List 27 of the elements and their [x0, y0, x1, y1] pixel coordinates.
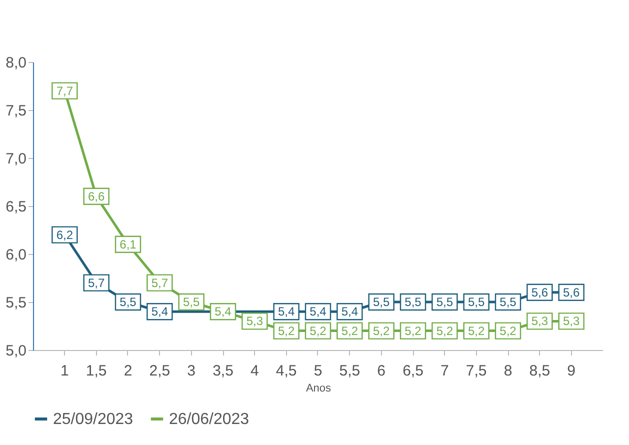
x-axis-title: Anos: [306, 382, 332, 394]
x-tick-label: 8,5: [529, 362, 550, 380]
x-tick-label: 9: [567, 362, 576, 380]
x-tick-label: 5,5: [339, 362, 360, 380]
x-tick-label: 2,5: [149, 362, 170, 380]
y-tick-label: 6,5: [6, 198, 26, 216]
x-tick-label: 6: [377, 362, 386, 380]
x-tick-label: 3: [187, 362, 196, 380]
x-tick-label: 1: [60, 362, 69, 380]
legend-label: 25/09/2023: [53, 411, 134, 428]
x-tick-label: 7: [440, 362, 449, 380]
y-tick-label: 5,0: [6, 342, 26, 360]
legend-label: 26/06/2023: [169, 411, 250, 428]
y-tick-label: 5,5: [6, 294, 26, 312]
x-tick-label: 3,5: [212, 362, 234, 380]
x-tick-label: 5: [314, 362, 322, 380]
x-tick-label: 8: [504, 362, 512, 380]
x-tick-label: 4,5: [276, 362, 297, 380]
y-tick-label: 8,0: [6, 54, 26, 72]
x-tick-label: 6,5: [402, 362, 424, 380]
y-tick-label: 7,0: [6, 150, 26, 168]
x-tick-label: 2: [124, 362, 132, 380]
x-tick-label: 1,5: [86, 362, 107, 380]
x-tick-label: 4: [250, 362, 259, 380]
x-tick-label: 7,5: [466, 362, 487, 380]
y-tick-label: 7,5: [6, 102, 26, 120]
y-tick-label: 6,0: [6, 246, 26, 264]
